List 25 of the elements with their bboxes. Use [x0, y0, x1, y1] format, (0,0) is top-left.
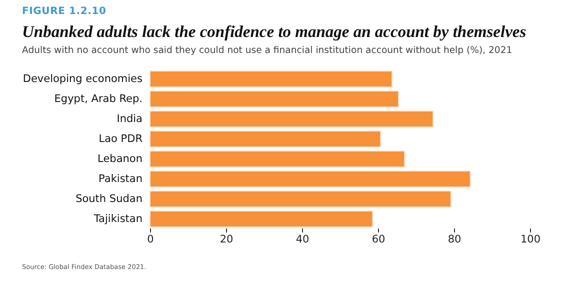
chart-subtitle: Adults with no account who said they could not use a financial institution account without help (%), 2021 [22, 45, 512, 56]
y-tick-label: South Sudan [76, 193, 142, 205]
x-tick-label: 20 [220, 234, 234, 246]
x-tick-label: 100 [520, 234, 541, 246]
x-tick-label: 60 [372, 234, 386, 246]
x-tick-label: 40 [296, 234, 310, 246]
bar [150, 150, 406, 168]
bar [150, 70, 393, 88]
y-tick-label: Tajikistan [92, 213, 142, 225]
bar [150, 210, 374, 228]
y-tick-label: Egypt, Arab Rep. [54, 93, 142, 105]
chart-title: Unbanked adults lack the confidence to manage an account by themselves [22, 22, 526, 42]
caption: FIGURE 1.2.10 [22, 6, 106, 17]
bar [150, 130, 382, 148]
bar [150, 190, 452, 208]
x-tick-label: 0 [147, 234, 154, 246]
y-tick-label: Lao PDR [98, 133, 142, 145]
y-tick-label: Lebanon [98, 153, 142, 165]
y-tick-label: Pakistan [98, 173, 142, 185]
x-tick-label: 80 [448, 234, 462, 246]
bar [150, 170, 471, 188]
y-tick-label: Developing economies [22, 73, 142, 85]
y-tick-label: India [116, 113, 142, 125]
bar [150, 90, 400, 108]
bar [150, 110, 434, 128]
